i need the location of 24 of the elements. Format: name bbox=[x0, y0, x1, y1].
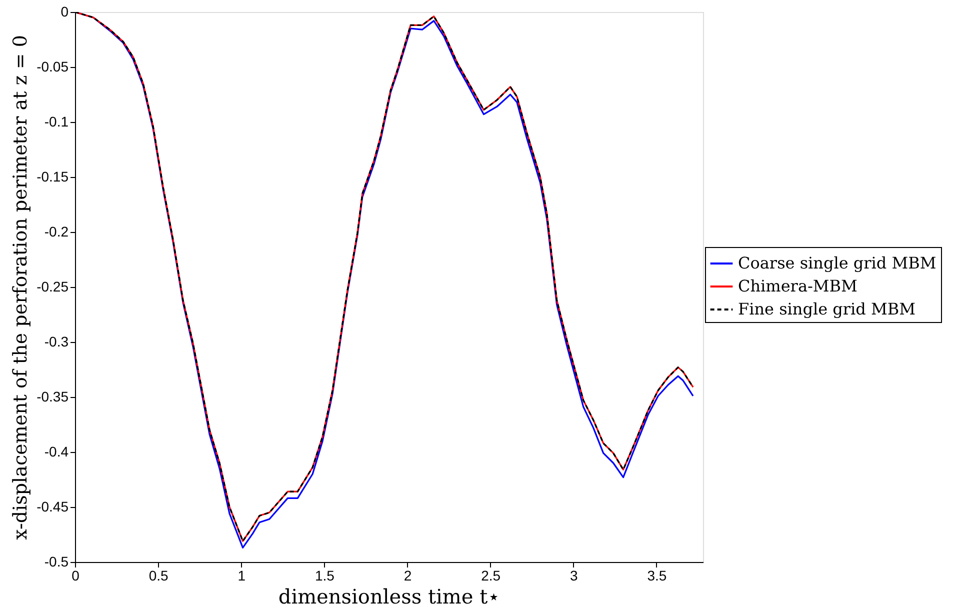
x-tick-label: 1 bbox=[238, 568, 246, 584]
y-tick-label: -0.05 bbox=[36, 58, 69, 74]
x-tick-label: 2 bbox=[404, 568, 412, 584]
y-tick-label: -0.4 bbox=[44, 444, 69, 460]
y-tick-label: -0.35 bbox=[36, 388, 69, 404]
y-tick-label: 0 bbox=[60, 4, 69, 20]
legend-label: Coarse single grid MBM bbox=[738, 254, 936, 272]
x-tick-label: 0 bbox=[72, 568, 80, 584]
legend-label: Chimera-MBM bbox=[738, 276, 858, 296]
y-tick-label: -0.5 bbox=[44, 554, 69, 570]
y-tick-label: -0.1 bbox=[44, 114, 69, 130]
y-tick-label: -0.3 bbox=[44, 334, 69, 350]
y-axis-title: x-displacement of the perforation perimeter at z = 0 bbox=[10, 35, 32, 540]
x-axis-title: dimensionless time t⋆ bbox=[278, 584, 501, 608]
legend-label: Fine single grid MBM bbox=[738, 300, 916, 318]
x-tick-label: 3.5 bbox=[647, 568, 667, 584]
y-tick-label: -0.25 bbox=[36, 278, 69, 294]
x-tick-label: 0.5 bbox=[148, 568, 169, 584]
y-tick-label: -0.2 bbox=[44, 224, 69, 240]
x-tick-label: 1.5 bbox=[314, 568, 335, 584]
x-tick-label: 3 bbox=[570, 568, 578, 584]
y-tick-label: -0.45 bbox=[36, 498, 69, 514]
y-tick-label: -0.15 bbox=[36, 168, 69, 184]
x-tick-label: 2.5 bbox=[481, 568, 501, 584]
